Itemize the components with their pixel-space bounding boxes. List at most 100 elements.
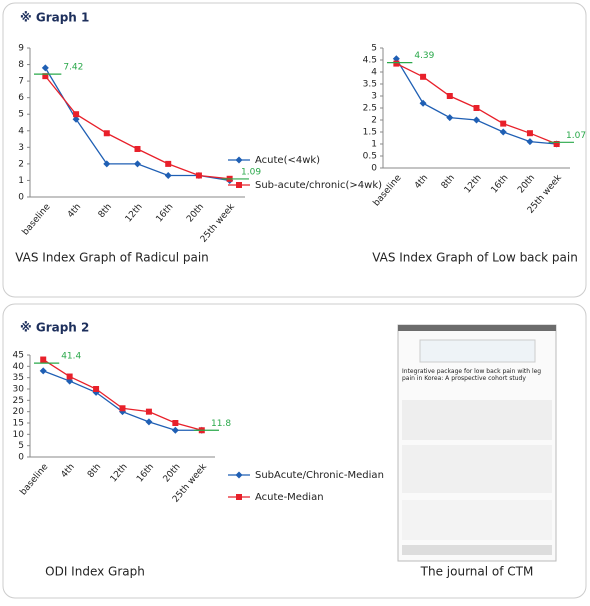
y-tick-label: 10 [13,430,25,440]
y-tick-label: 3 [18,143,24,153]
chart-title: VAS Index Graph of Low back pain [372,251,578,265]
data-point [40,356,47,363]
annotation-label: 7.42 [63,63,83,73]
y-tick-label: 5 [371,44,377,54]
x-tick-label: 4th [60,462,77,480]
x-tick-label: 16th [489,173,510,195]
data-point [419,99,427,107]
data-point [145,408,152,415]
panel-frame [2,2,587,298]
y-tick-label: 6 [18,93,24,103]
journal-title: Integrative package for low back pain wi… [402,368,542,382]
data-point [446,93,453,99]
x-tick-label: baseline [19,462,51,498]
data-point [172,420,179,426]
y-tick-label: 2 [371,116,377,126]
y-tick-label: 0.5 [363,152,377,162]
x-tick-label: 4th [66,202,83,220]
y-tick-label: 1 [371,140,377,150]
y-tick-label: 2.5 [363,104,377,114]
legend-marker [236,494,242,500]
data-point [134,160,141,168]
y-tick-label: 4.5 [363,56,377,66]
y-tick-label: 1 [18,176,24,186]
y-tick-label: 9 [18,44,24,54]
x-tick-label: 8th [97,202,114,220]
y-tick-label: 25 [13,396,24,406]
x-tick-label: 20th [516,173,537,195]
data-point [420,73,427,80]
y-tick-label: 4 [371,68,377,78]
data-point [119,405,126,412]
x-tick-label: 8th [86,462,103,480]
data-point [103,130,110,137]
y-tick-label: 8 [18,60,24,70]
chart-title: VAS Index Graph of Radicul pain [15,251,209,265]
x-tick-label: 16th [135,462,156,484]
data-point [526,138,534,146]
data-point [500,120,507,127]
x-tick-label: 12th [109,462,130,484]
x-tick-label: 8th [440,173,457,191]
data-point [103,160,111,168]
annotation-label: 1.09 [241,167,261,177]
panel-frame [2,303,587,599]
data-point [165,160,172,167]
y-tick-label: 3 [371,92,377,102]
annotation-label: 1.07 [566,131,586,141]
x-tick-label: 4th [413,173,430,191]
data-point [134,145,141,152]
y-tick-label: 20 [13,407,25,417]
y-tick-label: 5 [18,441,24,451]
data-point [93,386,100,392]
legend-label: Sub-acute/chronic(>4wk) [255,180,382,191]
x-tick-label: baseline [21,202,53,238]
y-tick-label: 40 [13,362,25,372]
y-tick-label: 2 [18,159,24,169]
journal-caption: The journal of CTM [420,565,534,579]
data-point [73,111,80,118]
chart-title: ODI Index Graph [45,565,145,579]
data-point [473,116,480,124]
data-point [41,64,49,72]
x-tick-label: 16th [154,202,175,224]
section-heading: ※ Graph 1 [20,11,89,25]
data-point [66,373,73,380]
legend-marker [236,182,242,188]
y-tick-label: 30 [13,385,25,395]
data-point [392,55,400,63]
y-tick-label: 3.5 [363,80,377,90]
series-line [42,358,202,431]
y-tick-label: 5 [18,110,24,120]
data-point [164,171,172,179]
y-tick-label: 35 [13,373,24,383]
x-tick-label: 12th [463,173,484,195]
y-tick-label: 0 [18,453,24,463]
legend-label: Acute(<4wk) [255,155,320,166]
y-tick-label: 0 [371,164,377,174]
data-point [195,172,202,179]
y-tick-label: 1.5 [363,128,377,138]
data-point [39,367,47,375]
annotation-label: 11.8 [211,419,231,429]
y-tick-label: 15 [13,419,24,429]
data-point [393,60,400,67]
legend-marker [235,471,243,479]
data-point [171,426,179,434]
y-tick-label: 0 [18,193,24,203]
data-point [446,114,454,122]
data-point [499,128,507,136]
legend-marker [235,156,243,164]
annotation-label: 41.4 [61,352,81,362]
x-tick-label: 20th [162,462,183,484]
annotation-label: 4.39 [414,51,434,61]
x-tick-label: 20th [185,202,206,224]
y-tick-label: 7 [18,77,24,87]
y-tick-label: 45 [13,351,24,361]
journal-thumbnail: Integrative package for low back pain wi… [397,324,557,562]
y-tick-label: 4 [18,126,24,136]
data-point [72,115,80,123]
data-point [145,418,153,426]
data-point [42,73,49,80]
